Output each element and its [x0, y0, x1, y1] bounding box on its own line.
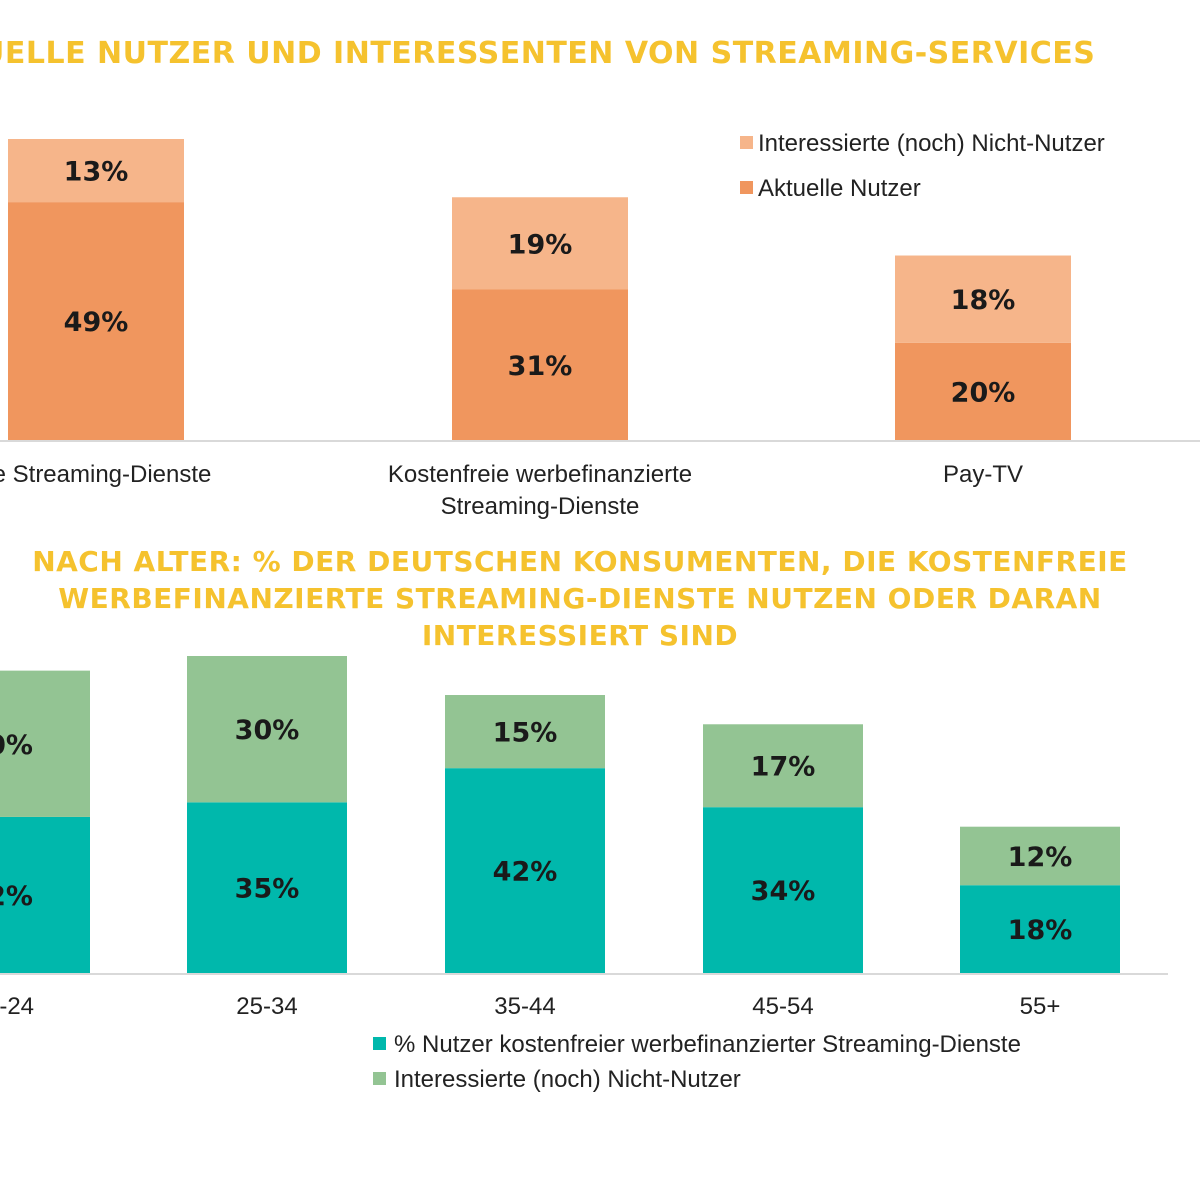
bottom-data-label-series2-1: 30% — [235, 715, 300, 746]
bottom-bar-series1-2 — [445, 768, 605, 973]
chart-title-top: UELLE NUTZER UND INTERESSENTEN VON STREA… — [0, 36, 1096, 71]
bottom-data-label-series2-0: 0% — [0, 730, 33, 761]
top-bar-series2-2 — [895, 255, 1071, 343]
chart-title-bottom-line-3: INTERESSIERT SIND — [421, 619, 739, 652]
top-bar-series1-0 — [8, 202, 184, 440]
bottom-bar-series1-0 — [0, 816, 90, 973]
bottom-data-label-series1-2: 42% — [493, 857, 558, 888]
bottom-bar-series2-0 — [0, 670, 90, 817]
top-data-label-series1-2: 20% — [951, 377, 1016, 408]
top-bar-series1-2 — [895, 342, 1071, 440]
bottom-data-label-series1-1: 35% — [235, 874, 300, 905]
top-data-label-series1-1: 31% — [508, 351, 573, 382]
bottom-data-label-series1-3: 34% — [751, 876, 816, 907]
bottom-bar-series2-4 — [960, 826, 1120, 886]
top-bar-series1-1 — [452, 289, 628, 440]
bottom-legend-label-0: % Nutzer kostenfreier werbefinanzierter … — [394, 1031, 1021, 1058]
bottom-category-label-4: 55+ — [1020, 993, 1061, 1020]
bottom-data-label-series1-0: 2% — [0, 881, 33, 912]
chart-title-bottom-line-1: NACH ALTER: % DER DEUTSCHEN KONSUMENTEN,… — [32, 545, 1128, 578]
top-category-label-1-line-0: Kostenfreie werbefinanzierte — [388, 461, 692, 488]
top-bar-series2-0 — [8, 139, 184, 203]
top-legend-swatch-1 — [740, 181, 753, 194]
bottom-category-label-2: 35-44 — [494, 993, 555, 1020]
bottom-legend-swatch-0 — [373, 1037, 386, 1050]
bottom-bar-series1-3 — [703, 807, 863, 973]
bottom-bar-series2-3 — [703, 724, 863, 808]
bottom-data-label-series2-2: 15% — [493, 718, 558, 749]
top-legend-label-0: Interessierte (noch) Nicht-Nutzer — [758, 130, 1105, 157]
bottom-data-label-series1-4: 18% — [1008, 915, 1073, 946]
top-bar-series2-1 — [452, 197, 628, 290]
top-category-label-1-line-1: Streaming-Dienste — [441, 493, 640, 520]
top-category-label-0: lte Streaming-Dienste — [0, 461, 211, 488]
bottom-data-label-series2-3: 17% — [751, 752, 816, 783]
bottom-category-label-3: 45-54 — [752, 993, 813, 1020]
top-data-label-series2-0: 13% — [64, 157, 129, 188]
bottom-bar-series1-1 — [187, 802, 347, 973]
chart-title-bottom: NACH ALTER: % DER DEUTSCHEN KONSUMENTEN,… — [0, 543, 1160, 654]
top-data-label-series1-0: 49% — [64, 307, 129, 338]
bottom-legend-swatch-1 — [373, 1072, 386, 1085]
bottom-legend-label-1: Interessierte (noch) Nicht-Nutzer — [394, 1066, 741, 1093]
top-legend-label-1: Aktuelle Nutzer — [758, 175, 921, 202]
bottom-data-label-series2-4: 12% — [1008, 842, 1073, 873]
top-data-label-series2-1: 19% — [508, 229, 573, 260]
bottom-bar-series2-2 — [445, 695, 605, 769]
top-legend-swatch-0 — [740, 136, 753, 149]
top-data-label-series2-2: 18% — [951, 285, 1016, 316]
bottom-category-label-0: 8-24 — [0, 993, 34, 1020]
top-category-label-2: Pay-TV — [943, 461, 1023, 488]
chart-title-bottom-line-2: WERBEFINANZIERTE STREAMING-DIENSTE NUTZE… — [58, 582, 1102, 615]
bottom-bar-series1-4 — [960, 885, 1120, 973]
bottom-bar-series2-1 — [187, 656, 347, 803]
bottom-category-label-1: 25-34 — [236, 993, 297, 1020]
